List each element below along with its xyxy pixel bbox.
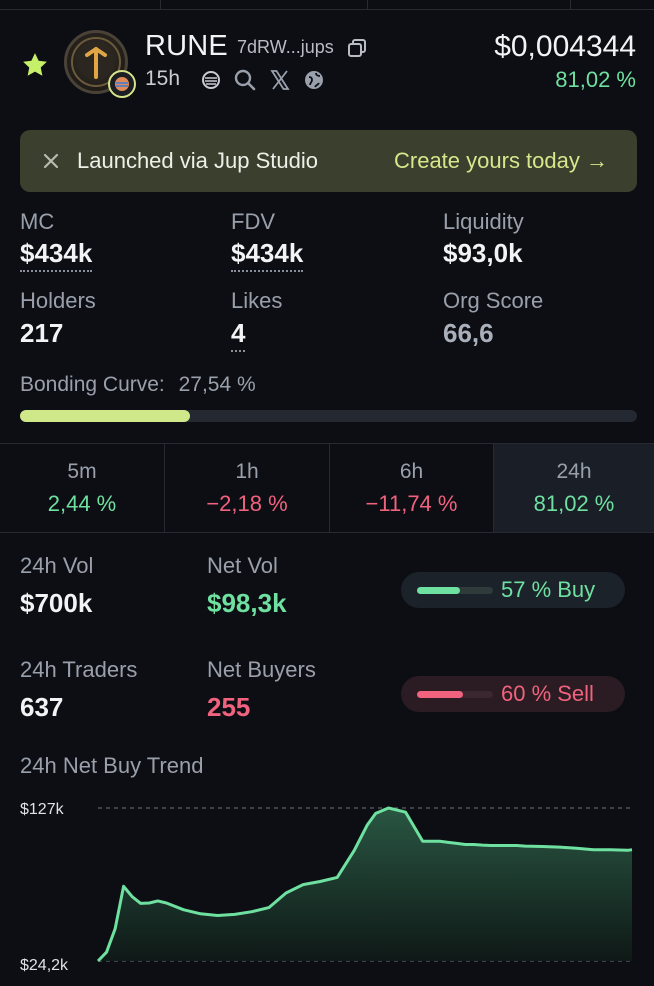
rune-logo-icon (71, 37, 121, 87)
buy-ratio-pill: 57 % Buy (401, 572, 625, 608)
trend-line (96, 806, 633, 963)
top-divider (160, 0, 161, 10)
traders-value: 637 (20, 692, 64, 722)
tab-label: 6h (399, 460, 424, 483)
tab-change: 81,02 % (533, 491, 615, 516)
sell-ratio-track (417, 691, 493, 698)
sell-ratio-text: 60 % Sell (501, 681, 594, 706)
token-header: RUNE 7dRW...jups 15h $0,004344 81,02 % (0, 20, 654, 110)
launch-banner: Launched via Jup Studio Create yours tod… (20, 130, 637, 192)
vol-label: 24h Vol (20, 553, 94, 578)
buy-ratio-fill (417, 587, 461, 594)
org-score-label: Org Score (443, 288, 544, 313)
tab-label: 24h (556, 460, 592, 483)
bonding-curve-bar (20, 410, 637, 422)
bonding-curve-value: 27,54 % (178, 373, 256, 396)
top-divider (570, 0, 571, 10)
divider (0, 532, 654, 533)
create-token-link[interactable]: Create yours today → (394, 148, 608, 173)
likes-label: Likes (231, 288, 283, 313)
net-vol-label: Net Vol (207, 553, 278, 578)
tab-label: 5m (67, 460, 97, 483)
mc-label: MC (20, 209, 55, 234)
bonding-curve-title: Bonding Curve: (20, 373, 165, 396)
traders-label: 24h Traders (20, 657, 138, 682)
bonding-curve-fill (20, 410, 190, 422)
buy-ratio-track (417, 587, 493, 594)
tab-5m[interactable]: 5m 2,44 % (0, 444, 165, 532)
tab-1h[interactable]: 1h −2,18 % (165, 444, 330, 532)
org-score-value: 66,6 (443, 318, 494, 348)
liquidity-value: $93,0k (443, 238, 523, 268)
launchpad-badge-icon (108, 70, 136, 98)
tab-label: 1h (235, 460, 259, 483)
chart-title: 24h Net Buy Trend (20, 753, 204, 778)
mc-value[interactable]: $434k (20, 238, 93, 272)
price-change: 81,02 % (555, 67, 636, 92)
close-icon[interactable] (40, 150, 62, 172)
star-icon[interactable] (20, 50, 50, 80)
bonding-curve-label: Bonding Curve: 27,54 % (20, 373, 256, 397)
banner-text: Launched via Jup Studio (77, 148, 318, 173)
timeframe-tabs: 5m 2,44 % 1h −2,18 % 6h −11,74 % 24h 81,… (0, 444, 654, 532)
likes-value[interactable]: 4 (231, 318, 246, 352)
x-twitter-icon[interactable] (268, 68, 292, 92)
net-buy-trend-chart: $127k $24,2k (20, 801, 633, 974)
holders-label: Holders (20, 288, 96, 313)
tab-change: −11,74 % (365, 491, 458, 516)
net-buyers-label: Net Buyers (207, 657, 316, 682)
token-price: $0,004344 (494, 30, 636, 63)
token-avatar (64, 30, 128, 94)
pump-logo-icon[interactable] (199, 68, 223, 92)
buy-ratio-text: 57 % Buy (501, 577, 596, 602)
fdv-label: FDV (231, 209, 275, 234)
top-strip (0, 0, 654, 10)
divider (0, 443, 654, 444)
tab-change: 2,44 % (47, 491, 117, 516)
vol-value: $700k (20, 588, 93, 618)
liquidity-label: Liquidity (443, 209, 524, 234)
holders-value: 217 (20, 318, 64, 348)
net-buyers-value: 255 (207, 692, 251, 722)
tab-24h[interactable]: 24h 81,02 % (494, 444, 654, 532)
sell-ratio-fill (417, 691, 463, 698)
tab-6h[interactable]: 6h −11,74 % (330, 444, 494, 532)
top-divider (367, 0, 368, 10)
y-tick-min: $24,2k (20, 957, 69, 974)
token-address[interactable]: 7dRW...jups (237, 37, 334, 57)
sell-ratio-pill: 60 % Sell (401, 676, 625, 712)
tab-change: −2,18 % (206, 491, 288, 516)
fdv-value[interactable]: $434k (231, 238, 304, 272)
search-icon[interactable] (233, 68, 257, 92)
net-vol-value: $98,3k (207, 588, 287, 618)
token-name: RUNE (145, 30, 228, 62)
y-tick-max: $127k (20, 801, 65, 818)
copy-icon[interactable] (347, 38, 367, 58)
globe-icon[interactable] (302, 68, 326, 92)
token-age: 15h (145, 67, 181, 90)
